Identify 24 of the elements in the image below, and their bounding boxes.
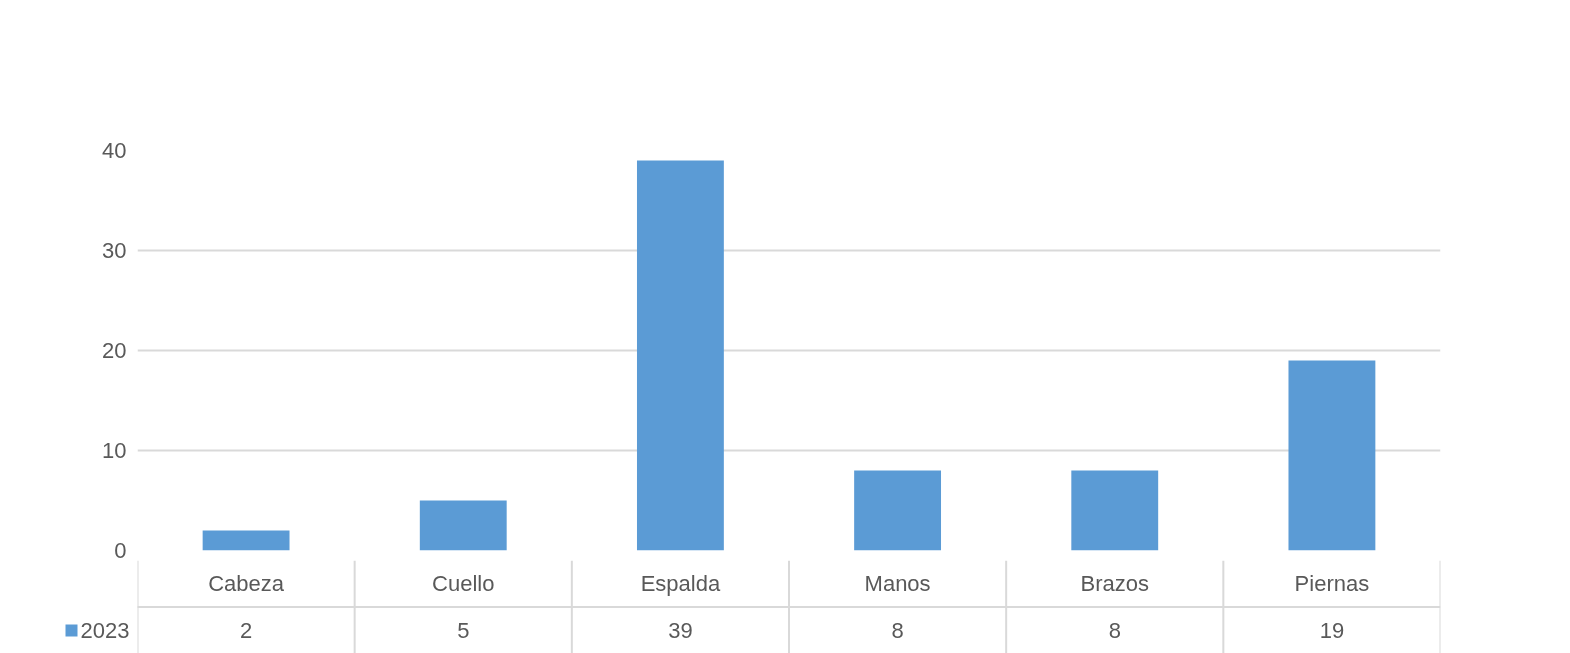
data-label: 19 [1319, 617, 1345, 643]
bar [202, 530, 290, 551]
data-label: 5 [457, 617, 470, 643]
bar [1288, 360, 1376, 551]
x-tick-label: Espalda [640, 571, 721, 597]
bar [854, 470, 942, 551]
x-tick-label: Piernas [1294, 571, 1370, 597]
x-tick-label: Manos [864, 571, 931, 597]
y-tick-label: 40 [102, 138, 127, 163]
y-tick-label: 10 [102, 438, 127, 463]
bar [636, 160, 724, 551]
x-tick-label: Cuello [432, 571, 495, 597]
x-tick-label: Cabeza [208, 571, 285, 597]
data-label: 8 [891, 617, 904, 643]
data-label: 8 [1108, 617, 1121, 643]
bar [1071, 470, 1159, 551]
y-tick-label: 30 [102, 238, 127, 263]
data-label: 2 [239, 617, 253, 643]
y-tick-label: 0 [114, 538, 127, 563]
bar [419, 500, 507, 551]
legend-label: 2023 [80, 617, 130, 643]
y-tick-label: 20 [102, 338, 127, 363]
data-label: 39 [668, 617, 693, 643]
x-tick-label: Brazos [1080, 571, 1149, 597]
